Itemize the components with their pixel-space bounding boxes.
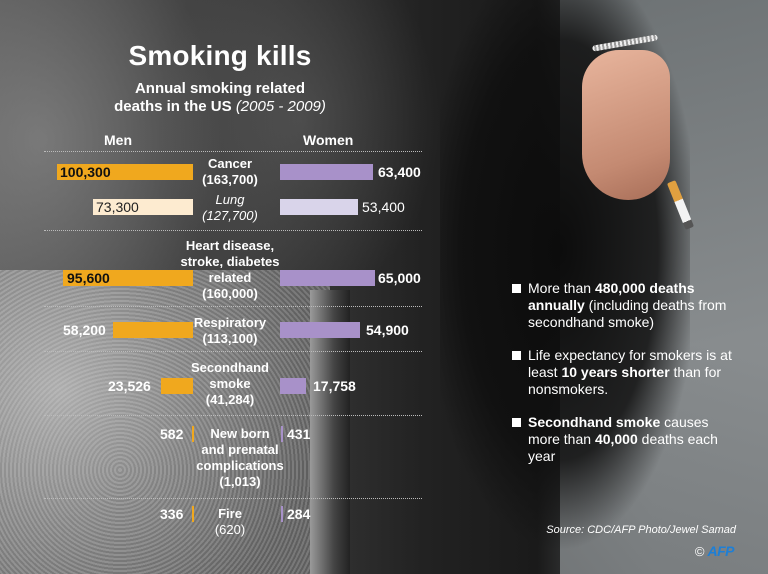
value-men-heart: 95,600 — [67, 270, 110, 286]
bar-men-cancer — [57, 164, 193, 180]
copyright-icon: © — [694, 543, 705, 559]
value-women-newborn: 431 — [287, 426, 311, 442]
source-credit: Source: CDC/AFP Photo/Jewel Samad — [546, 524, 736, 536]
bar-women-secondhand — [280, 378, 306, 394]
bar-men-heart — [63, 270, 193, 286]
fact-item: More than 480,000 deaths annually (inclu… — [512, 280, 732, 331]
value-men-fire: 336 — [160, 506, 184, 522]
value-women-fire: 284 — [287, 506, 311, 522]
bar-women-heart — [280, 270, 375, 286]
bar-women-respiratory — [280, 322, 360, 338]
fact-item: Secondhand smoke causes more than 40,000… — [512, 414, 732, 465]
value-women-lung: 53,400 — [362, 199, 405, 215]
value-women-heart: 65,000 — [378, 270, 421, 286]
chart-title: Smoking kills — [128, 40, 312, 71]
ashtray-photo — [0, 270, 330, 574]
divider — [44, 415, 422, 416]
divider — [44, 498, 422, 499]
bullet-square-icon — [512, 351, 521, 360]
bar-men-lung — [93, 199, 193, 215]
value-men-newborn: 582 — [160, 426, 184, 442]
value-men-respiratory: 58,200 — [63, 322, 106, 338]
bar-women-lung — [280, 199, 358, 215]
value-men-cancer: 100,300 — [60, 164, 111, 180]
divider — [44, 351, 422, 352]
value-women-secondhand: 17,758 — [313, 378, 356, 394]
bar-women-fire — [281, 506, 283, 522]
column-header-women: Women — [303, 132, 354, 148]
fact-item: Life expectancy for smokers is at least … — [512, 347, 732, 398]
bullet-square-icon — [512, 284, 521, 293]
afp-credit: © AFP — [694, 543, 735, 559]
chart-subtitle: Annual smoking related deaths in the US … — [0, 80, 440, 116]
divider — [44, 151, 422, 152]
category-heart-disease: Heart disease, stroke, diabetes related … — [180, 238, 280, 301]
bar-men-fire — [192, 506, 194, 522]
divider — [44, 306, 422, 307]
bar-women-cancer — [280, 164, 373, 180]
column-header-men: Men — [104, 132, 132, 148]
divider — [44, 230, 422, 231]
value-men-lung: 73,300 — [96, 199, 139, 215]
bar-men-newborn — [192, 426, 194, 442]
bullet-square-icon — [512, 418, 521, 427]
subtitle-years: (2005 - 2009) — [235, 98, 326, 115]
bar-women-newborn — [281, 426, 283, 442]
subtitle-line2: deaths in the US (2005 - 2009) — [114, 98, 326, 115]
subtitle-line1: Annual smoking related — [134, 80, 306, 97]
value-men-secondhand: 23,526 — [108, 378, 151, 394]
facts-list: More than 480,000 deaths annually (inclu… — [512, 280, 732, 481]
category-secondhand-smoke: Secondhand smoke (41,284) — [190, 360, 269, 407]
value-women-cancer: 63,400 — [378, 164, 421, 180]
bar-men-respiratory — [113, 322, 193, 338]
category-respiratory: Respiratory (113,100) — [193, 315, 267, 346]
category-fire: Fire (620) — [214, 506, 246, 537]
category-cancer: Cancer (163,700) — [202, 156, 258, 187]
value-women-respiratory: 54,900 — [366, 322, 409, 338]
category-lung: Lung (127,700) — [202, 192, 258, 223]
afp-logo: AFP — [707, 543, 735, 559]
category-newborn: New born and prenatal complications (1,0… — [196, 426, 284, 489]
bar-men-secondhand — [161, 378, 193, 394]
hand-photo — [582, 50, 670, 200]
